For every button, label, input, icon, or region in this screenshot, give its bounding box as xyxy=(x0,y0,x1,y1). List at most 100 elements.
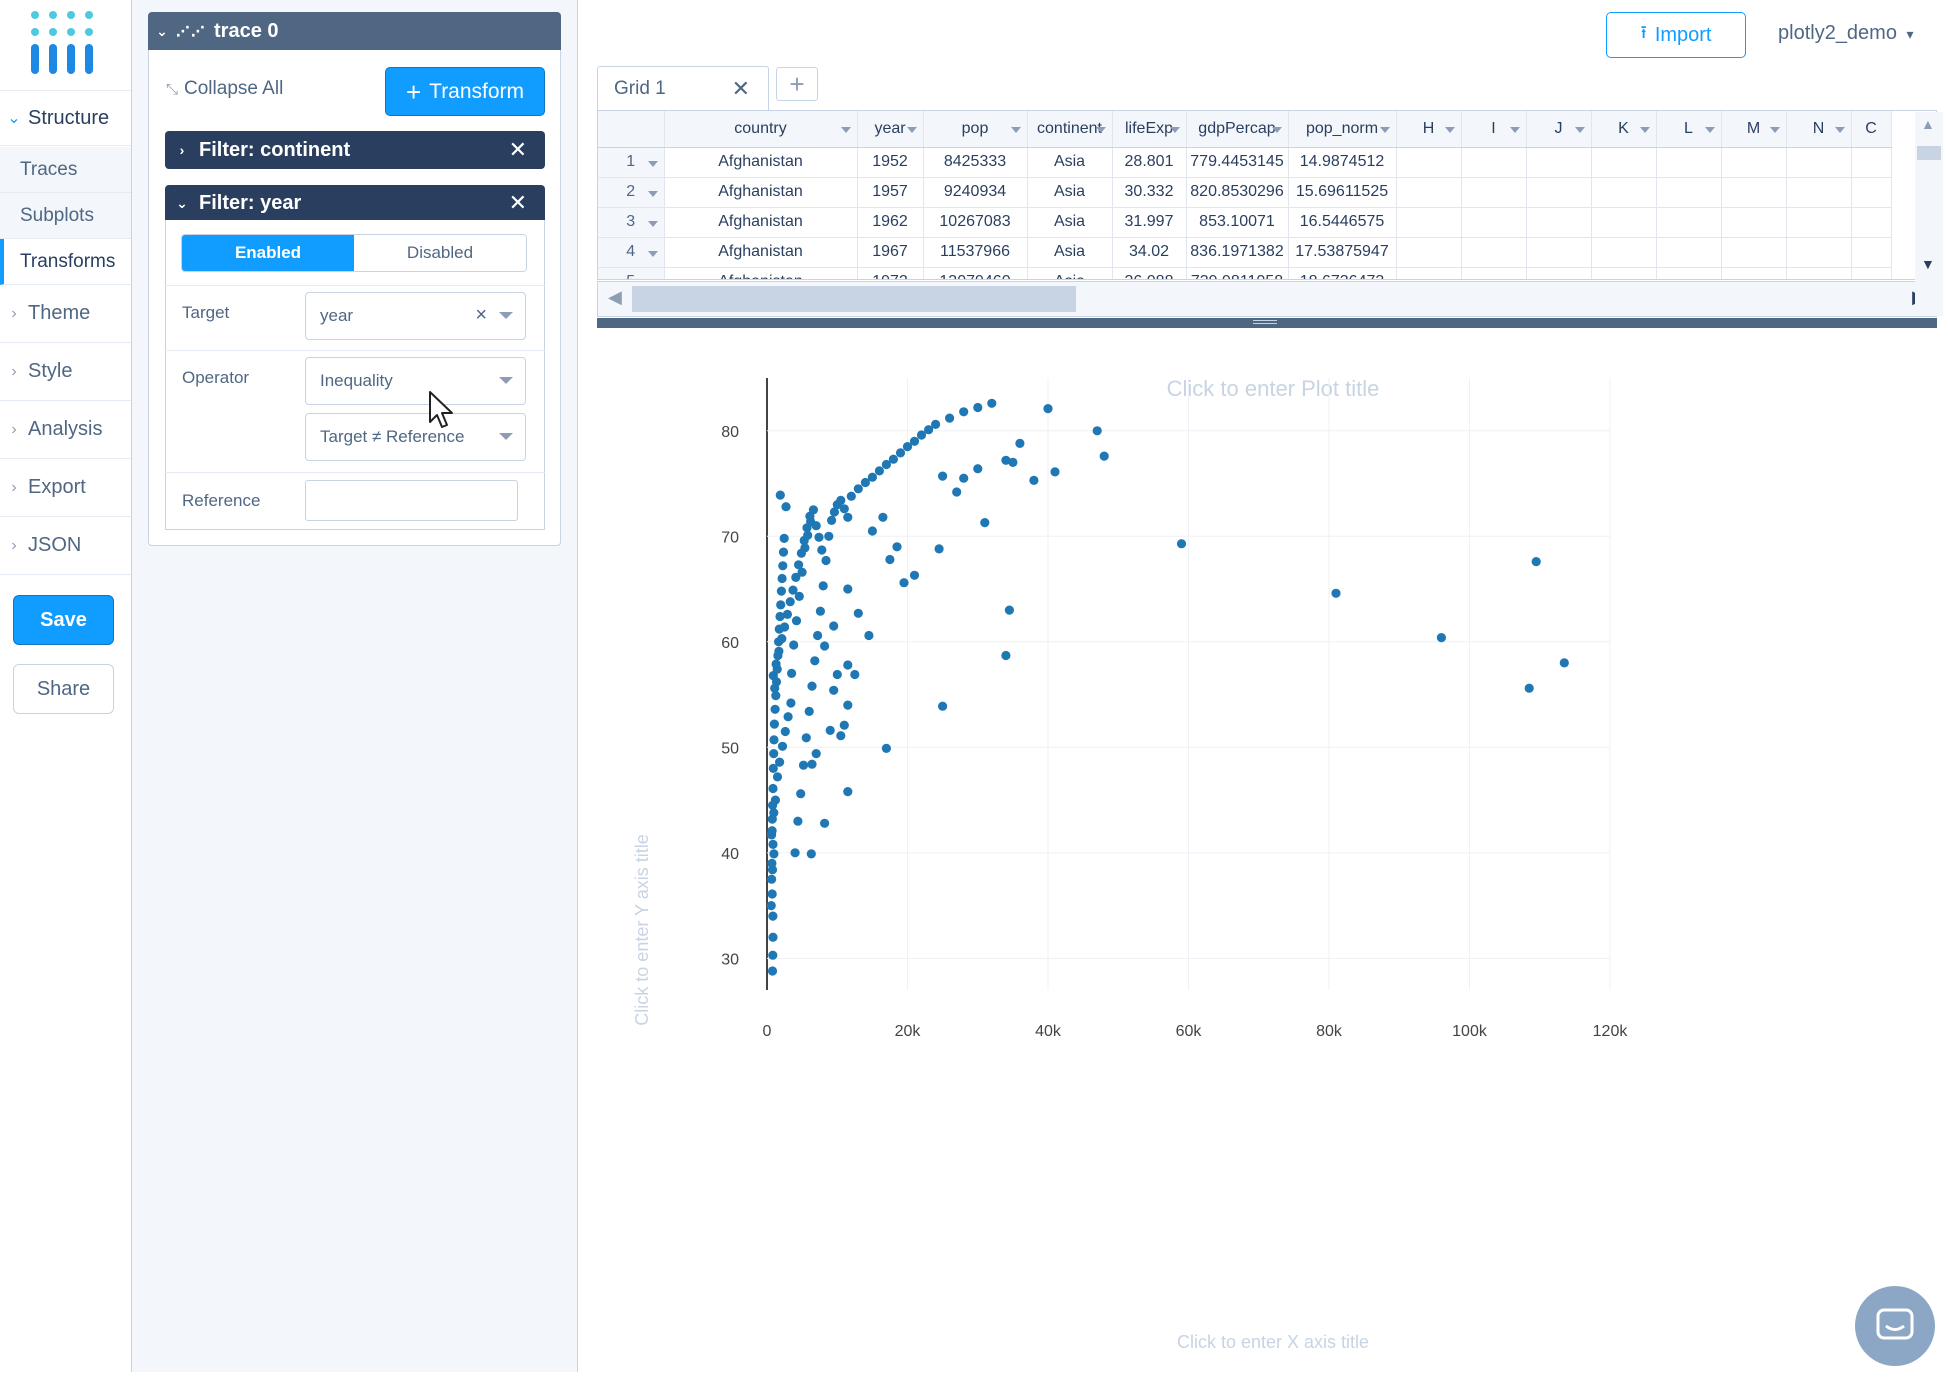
table-cell[interactable] xyxy=(1786,177,1852,208)
table-cell[interactable] xyxy=(1851,237,1892,268)
scatter-point[interactable] xyxy=(839,720,849,730)
table-cell[interactable]: 1972 xyxy=(857,267,924,279)
table-cell[interactable]: 34.02 xyxy=(1112,237,1187,268)
table-cell[interactable] xyxy=(1396,207,1462,238)
scatter-point[interactable] xyxy=(769,735,779,745)
scatter-point[interactable] xyxy=(788,585,798,595)
user-menu[interactable]: plotly2_demo ▾ xyxy=(1778,22,1914,45)
chat-widget-button[interactable] xyxy=(1855,1286,1935,1366)
scatter-point[interactable] xyxy=(814,532,824,542)
scatter-point[interactable] xyxy=(775,757,785,767)
caret-down-icon[interactable] xyxy=(1271,127,1282,133)
table-cell[interactable]: Asia xyxy=(1027,267,1113,279)
table-cell[interactable]: Afghanistan xyxy=(664,147,858,178)
table-cell[interactable]: 9240934 xyxy=(923,177,1028,208)
scatter-point[interactable] xyxy=(820,818,830,828)
scatter-point[interactable] xyxy=(777,741,788,751)
scatter-point[interactable] xyxy=(779,533,789,543)
clear-icon[interactable]: × xyxy=(475,304,487,326)
scatter-point[interactable] xyxy=(1099,451,1109,461)
scatter-point[interactable] xyxy=(813,630,823,641)
scatter-point[interactable] xyxy=(1531,557,1541,567)
row-number[interactable]: 4 xyxy=(598,237,665,268)
add-grid-button[interactable]: + xyxy=(776,67,818,101)
table-cell[interactable] xyxy=(1721,147,1787,178)
y-axis-title[interactable]: Click to enter Y axis title xyxy=(632,834,652,1025)
operator-dropdown[interactable]: Inequality xyxy=(305,357,526,405)
table-cell[interactable] xyxy=(1656,147,1722,178)
column-header[interactable]: M xyxy=(1721,111,1787,148)
scatter-point[interactable] xyxy=(1043,404,1053,414)
column-header[interactable]: pop xyxy=(923,111,1028,148)
scatter-point[interactable] xyxy=(807,759,817,769)
table-cell[interactable]: 8425333 xyxy=(923,147,1028,178)
table-row[interactable]: 5 Afghanistan197213079460Asia36.088739.98… xyxy=(598,267,1892,279)
nav-json[interactable]: › JSON xyxy=(0,517,131,575)
scroll-thumb[interactable] xyxy=(1917,146,1941,160)
scatter-point[interactable] xyxy=(787,668,797,678)
table-cell[interactable]: 836.1971382 xyxy=(1186,237,1289,268)
scatter-point[interactable] xyxy=(895,448,906,458)
scatter-point[interactable] xyxy=(881,743,891,753)
scroll-up-icon[interactable]: ▲ xyxy=(1921,116,1935,132)
scatter-point[interactable] xyxy=(836,731,846,741)
scatter-point[interactable] xyxy=(768,911,778,921)
table-cell[interactable] xyxy=(1396,177,1462,208)
scatter-point[interactable] xyxy=(771,677,782,687)
table-cell[interactable] xyxy=(1851,267,1892,279)
scatter-point[interactable] xyxy=(798,760,809,770)
table-cell[interactable]: Asia xyxy=(1027,177,1113,208)
scatter-point[interactable] xyxy=(899,578,909,588)
caret-down-icon[interactable] xyxy=(647,250,658,257)
table-cell[interactable]: 13079460 xyxy=(923,267,1028,279)
horizontal-scrollbar[interactable]: ◀ ▶ xyxy=(597,281,1937,317)
scatter-point[interactable] xyxy=(789,640,799,650)
table-cell[interactable] xyxy=(1591,207,1657,238)
grid-splitter[interactable] xyxy=(597,318,1937,328)
scatter-point[interactable] xyxy=(785,597,795,607)
scatter-point[interactable] xyxy=(916,430,927,440)
scatter-point[interactable] xyxy=(892,542,902,552)
close-icon[interactable]: ✕ xyxy=(731,75,750,101)
x-axis-title[interactable]: Click to enter X axis title xyxy=(1177,1332,1369,1352)
scatter-point[interactable] xyxy=(776,586,786,596)
scatter-point[interactable] xyxy=(1176,539,1187,549)
save-button[interactable]: Save xyxy=(13,595,114,645)
table-row[interactable]: 1 Afghanistan 1952 8425333 Asia 28.801 779.445… xyxy=(598,147,1892,178)
column-header[interactable]: year xyxy=(857,111,924,148)
column-header[interactable]: K xyxy=(1591,111,1657,148)
scatter-point[interactable] xyxy=(980,518,990,528)
table-cell[interactable] xyxy=(1786,147,1852,178)
scatter-point[interactable] xyxy=(860,477,870,488)
table-cell[interactable]: 1967 xyxy=(857,237,924,268)
scatter-point[interactable] xyxy=(786,698,796,708)
caret-down-icon[interactable] xyxy=(1704,127,1715,133)
table-cell[interactable] xyxy=(1851,147,1892,178)
column-header[interactable]: country xyxy=(664,111,858,148)
scatter-point[interactable] xyxy=(768,839,778,849)
nav-item-traces[interactable]: Traces xyxy=(0,147,131,193)
table-cell[interactable] xyxy=(1656,237,1722,268)
column-header[interactable]: C xyxy=(1851,111,1892,148)
table-cell[interactable]: 30.332 xyxy=(1112,177,1187,208)
table-cell[interactable]: 1957 xyxy=(857,177,924,208)
operator-sub-dropdown[interactable]: Target ≠ Reference xyxy=(305,413,526,461)
caret-down-icon[interactable] xyxy=(1639,127,1650,133)
caret-down-icon[interactable] xyxy=(647,160,658,167)
scatter-point[interactable] xyxy=(924,425,934,435)
table-cell[interactable] xyxy=(1656,177,1722,208)
scatter-point[interactable] xyxy=(767,874,777,884)
scatter-point[interactable] xyxy=(767,858,777,869)
table-cell[interactable]: 739.9811058 xyxy=(1186,267,1289,279)
caret-down-icon[interactable] xyxy=(1769,127,1780,133)
table-cell[interactable]: 853.10071 xyxy=(1186,207,1289,238)
table-cell[interactable]: Afghanistan xyxy=(664,207,858,238)
caret-down-icon[interactable] xyxy=(1509,127,1520,133)
scatter-point[interactable] xyxy=(770,704,780,714)
scatter-point[interactable] xyxy=(791,616,802,626)
nav-theme[interactable]: › Theme xyxy=(0,285,131,343)
table-cell[interactable] xyxy=(1461,237,1527,268)
scatter-point[interactable] xyxy=(1436,633,1446,643)
scatter-point[interactable] xyxy=(767,814,777,824)
caret-down-icon[interactable] xyxy=(906,127,917,133)
